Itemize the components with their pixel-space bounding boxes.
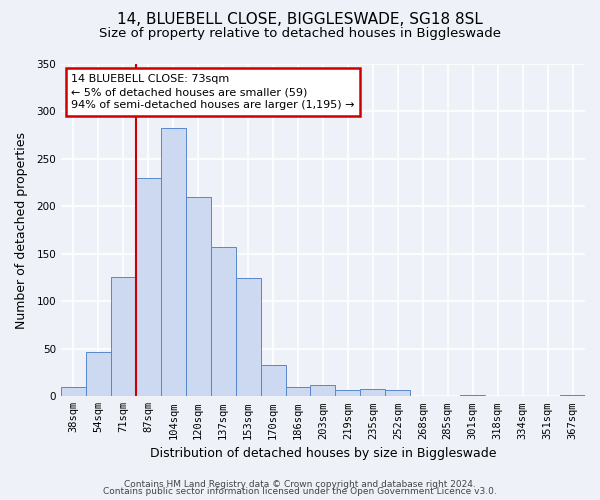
Bar <box>335 390 361 396</box>
Y-axis label: Number of detached properties: Number of detached properties <box>15 132 28 328</box>
Bar <box>186 197 211 396</box>
Text: 14, BLUEBELL CLOSE, BIGGLESWADE, SG18 8SL: 14, BLUEBELL CLOSE, BIGGLESWADE, SG18 8S… <box>117 12 483 28</box>
Text: Contains public sector information licensed under the Open Government Licence v3: Contains public sector information licen… <box>103 488 497 496</box>
Bar <box>61 387 86 396</box>
Text: 14 BLUEBELL CLOSE: 73sqm
← 5% of detached houses are smaller (59)
94% of semi-de: 14 BLUEBELL CLOSE: 73sqm ← 5% of detache… <box>71 74 355 110</box>
Text: Size of property relative to detached houses in Biggleswade: Size of property relative to detached ho… <box>99 28 501 40</box>
Bar <box>286 387 310 396</box>
Bar <box>136 178 161 396</box>
Bar <box>361 388 385 396</box>
Bar <box>161 128 186 396</box>
X-axis label: Distribution of detached houses by size in Biggleswade: Distribution of detached houses by size … <box>150 447 496 460</box>
Bar <box>310 385 335 396</box>
Bar <box>211 247 236 396</box>
Bar <box>385 390 410 396</box>
Bar <box>111 276 136 396</box>
Bar <box>260 365 286 396</box>
Text: Contains HM Land Registry data © Crown copyright and database right 2024.: Contains HM Land Registry data © Crown c… <box>124 480 476 489</box>
Bar <box>86 352 111 397</box>
Bar <box>236 278 260 396</box>
